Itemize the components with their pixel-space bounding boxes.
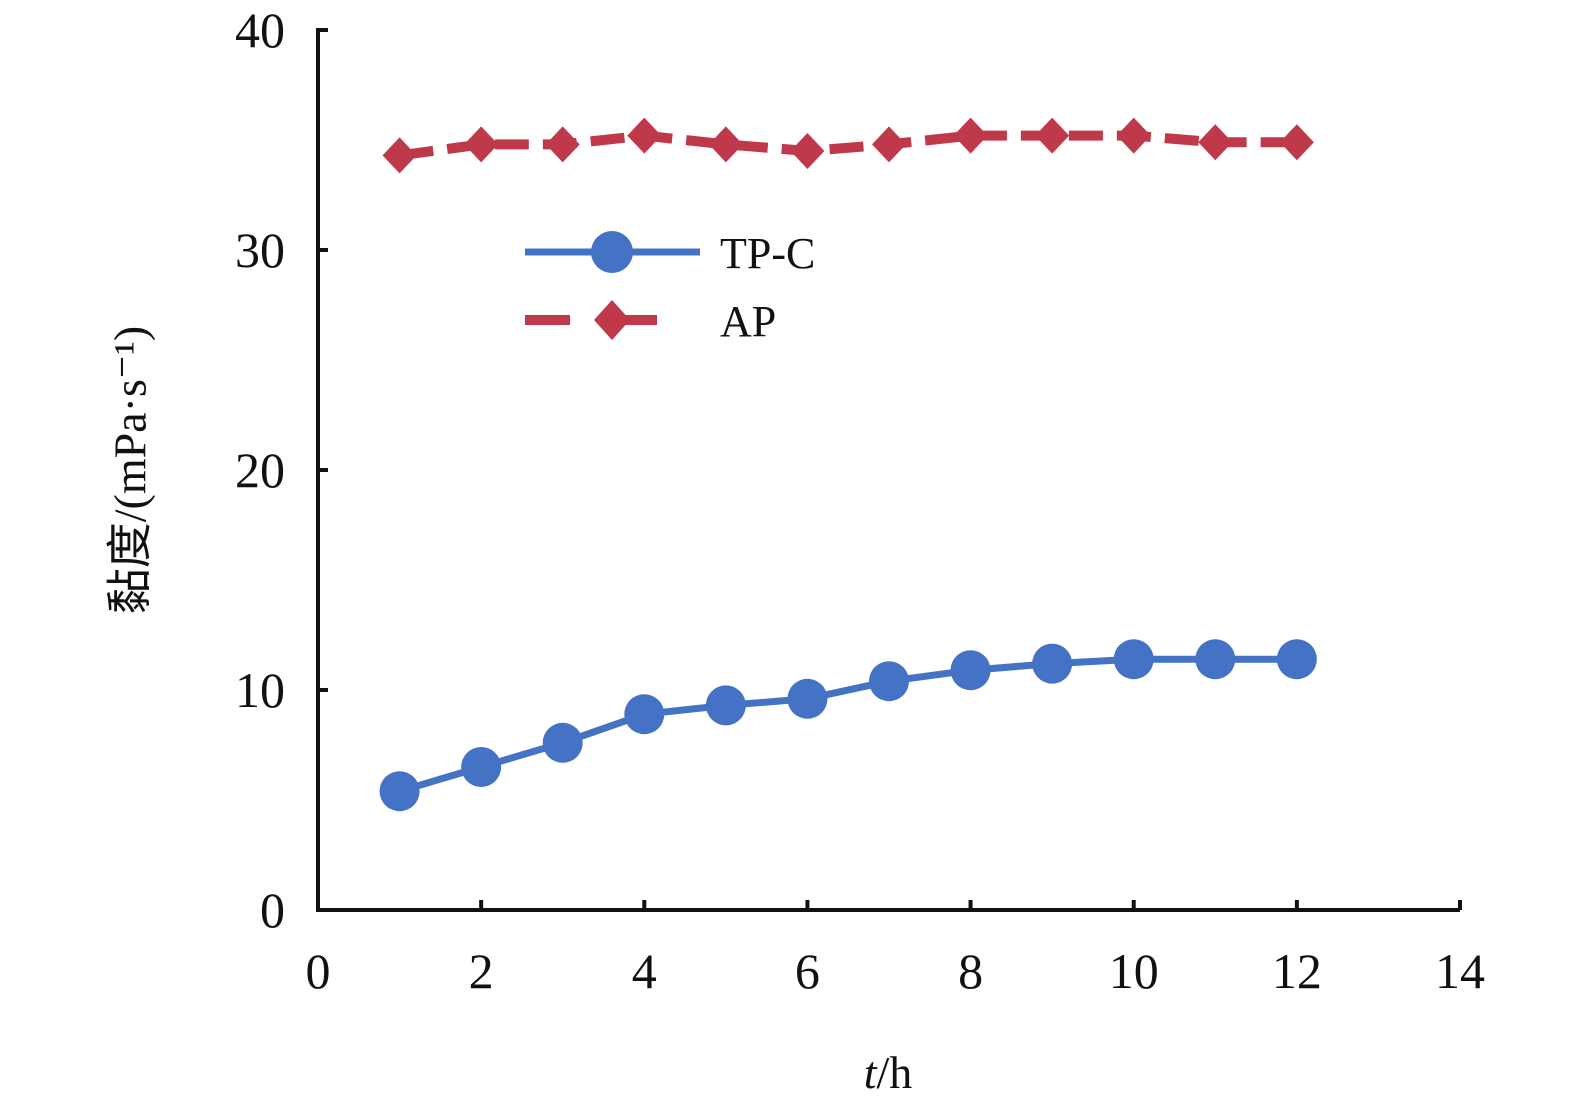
- x-tick-label-0: 0: [306, 943, 331, 999]
- y-tick-label-40: 40: [235, 2, 285, 58]
- data-point-ap-8: [953, 117, 988, 154]
- y-axis-label: 黏度/(mPa·s⁻¹): [105, 326, 156, 615]
- y-tick-label-30: 30: [235, 222, 285, 278]
- legend-marker-tp-c: [591, 231, 633, 273]
- legend-item-ap: AP: [525, 297, 776, 346]
- data-point-ap-10: [1116, 117, 1151, 154]
- legend-label-tp-c: TP-C: [720, 229, 815, 278]
- data-point-tp-c-10: [1113, 639, 1154, 680]
- x-axis-label: t/h: [864, 1047, 913, 1098]
- x-tick-label-10: 10: [1109, 943, 1159, 999]
- legend: TP-C AP: [525, 229, 815, 346]
- data-point-tp-c-8: [950, 650, 991, 691]
- data-point-tp-c-12: [1276, 639, 1317, 680]
- legend-label-ap: AP: [720, 297, 776, 346]
- data-point-ap-9: [1035, 117, 1070, 154]
- series-line-tp-c: [398, 655, 1297, 795]
- data-point-tp-c-7: [869, 661, 909, 702]
- data-point-ap-12: [1279, 124, 1314, 161]
- y-tick-label-20: 20: [235, 442, 285, 498]
- legend-marker-ap: [594, 300, 630, 340]
- data-point-tp-c-9: [1032, 643, 1073, 684]
- data-point-ap-1: [382, 137, 417, 174]
- y-tick-label-10: 10: [235, 662, 285, 718]
- data-point-tp-c-4: [624, 694, 665, 735]
- data-point-ap-7: [872, 126, 906, 163]
- legend-item-tp-c: TP-C: [525, 229, 815, 278]
- y-tick-label-0: 0: [260, 882, 285, 938]
- x-tick-label-12: 12: [1272, 943, 1322, 999]
- data-point-tp-c-3: [542, 722, 583, 763]
- data-point-tp-c-5: [705, 685, 746, 726]
- x-axis-label-variable: t: [864, 1047, 878, 1098]
- data-point-tp-c-1: [379, 771, 420, 812]
- data-point-ap-6: [790, 133, 825, 169]
- x-axis-label-unit: /h: [877, 1047, 913, 1098]
- data-point-tp-c-2: [461, 747, 502, 787]
- data-point-ap-2: [464, 126, 499, 163]
- x-tick-label-8: 8: [958, 943, 983, 999]
- x-tick-label-6: 6: [795, 943, 820, 999]
- axis-ticks: 0 10 20 30 40 0 2 4 6 8 10 12 14: [235, 2, 1485, 999]
- data-point-tp-c-6: [787, 678, 828, 719]
- data-point-tp-c-11: [1195, 639, 1236, 680]
- data-point-ap-11: [1198, 124, 1233, 161]
- series-line-ap: [398, 130, 1297, 161]
- data-point-ap-4: [627, 117, 662, 154]
- plot-series: [379, 117, 1317, 812]
- x-tick-label-2: 2: [469, 943, 494, 999]
- x-tick-label-14: 14: [1435, 943, 1485, 999]
- data-point-ap-5: [708, 126, 743, 163]
- data-point-ap-3: [545, 126, 580, 163]
- x-tick-label-4: 4: [632, 943, 657, 999]
